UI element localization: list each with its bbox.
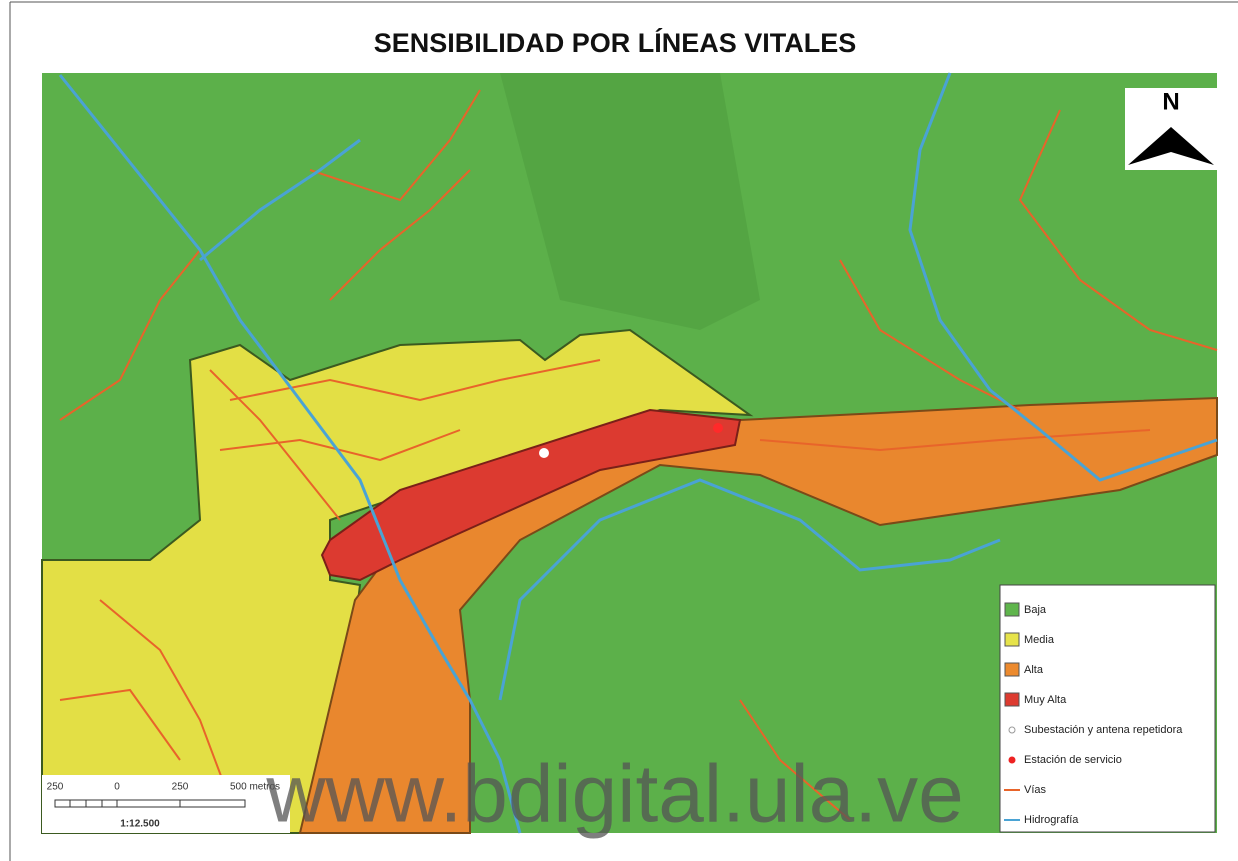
- road: [329, 169, 471, 301]
- legend-label: Baja: [1024, 604, 1047, 616]
- legend-swatch: [1004, 602, 1020, 617]
- road: [229, 359, 601, 402]
- river: [58, 74, 522, 834]
- scale-bar: 250 0 250 500 metros 1:12.500: [42, 775, 290, 833]
- road: [839, 259, 1021, 411]
- scale-tick: 250: [47, 782, 64, 793]
- legend: Baja Media Alta Muy Alta Subestación y anten…: [999, 584, 1216, 833]
- legend-symbol: [1008, 756, 1016, 764]
- legend-label: Media: [1024, 634, 1055, 646]
- legend-symbol: [1008, 726, 1016, 734]
- river: [199, 138, 361, 262]
- map: [41, 72, 1218, 834]
- legend-label: Alta: [1024, 664, 1044, 676]
- map-title: SENSIBILIDAD POR LÍNEAS VITALES: [374, 27, 857, 58]
- scale-tick: 500 metros: [230, 782, 280, 793]
- rivers: [58, 72, 1218, 834]
- scale-ratio: 1:12.500: [120, 819, 160, 830]
- scale-tick: 0: [114, 782, 120, 793]
- terrain-shade: [500, 73, 760, 330]
- road: [759, 429, 1151, 452]
- roads: [59, 89, 1218, 821]
- road: [59, 249, 201, 421]
- north-label: N: [1162, 88, 1179, 115]
- legend-label: Muy Alta: [1024, 694, 1067, 706]
- substation-marker: [539, 448, 549, 458]
- legend-swatch: [1004, 692, 1020, 707]
- scale-segment: [54, 799, 246, 808]
- service-station-marker: [713, 423, 723, 433]
- watermark: www.bdigital.ula.ve: [265, 749, 963, 840]
- legend-box: [999, 584, 1216, 833]
- road: [739, 699, 851, 821]
- legend-label: Vías: [1024, 784, 1047, 796]
- legend-label: Hidrografía: [1024, 814, 1079, 826]
- legend-swatch: [1004, 632, 1020, 647]
- legend-swatch: [1004, 662, 1020, 677]
- river: [908, 72, 1218, 482]
- road: [99, 599, 231, 801]
- north-arrow: N: [1125, 88, 1217, 170]
- road: [59, 688, 181, 761]
- zone-muy-alta: [320, 408, 742, 582]
- scale-tick: 250: [172, 782, 189, 793]
- road: [209, 369, 341, 521]
- road: [309, 89, 481, 202]
- north-symbol: [1128, 127, 1214, 165]
- zone-media: [41, 328, 754, 834]
- road: [1018, 109, 1218, 351]
- legend-label: Subestación y antena repetidora: [1024, 724, 1183, 736]
- legend-items: Baja Media Alta Muy Alta Subestación y anten…: [1004, 602, 1183, 826]
- legend-label: Estación de servicio: [1024, 754, 1122, 766]
- river: [498, 478, 1001, 701]
- road: [219, 429, 461, 462]
